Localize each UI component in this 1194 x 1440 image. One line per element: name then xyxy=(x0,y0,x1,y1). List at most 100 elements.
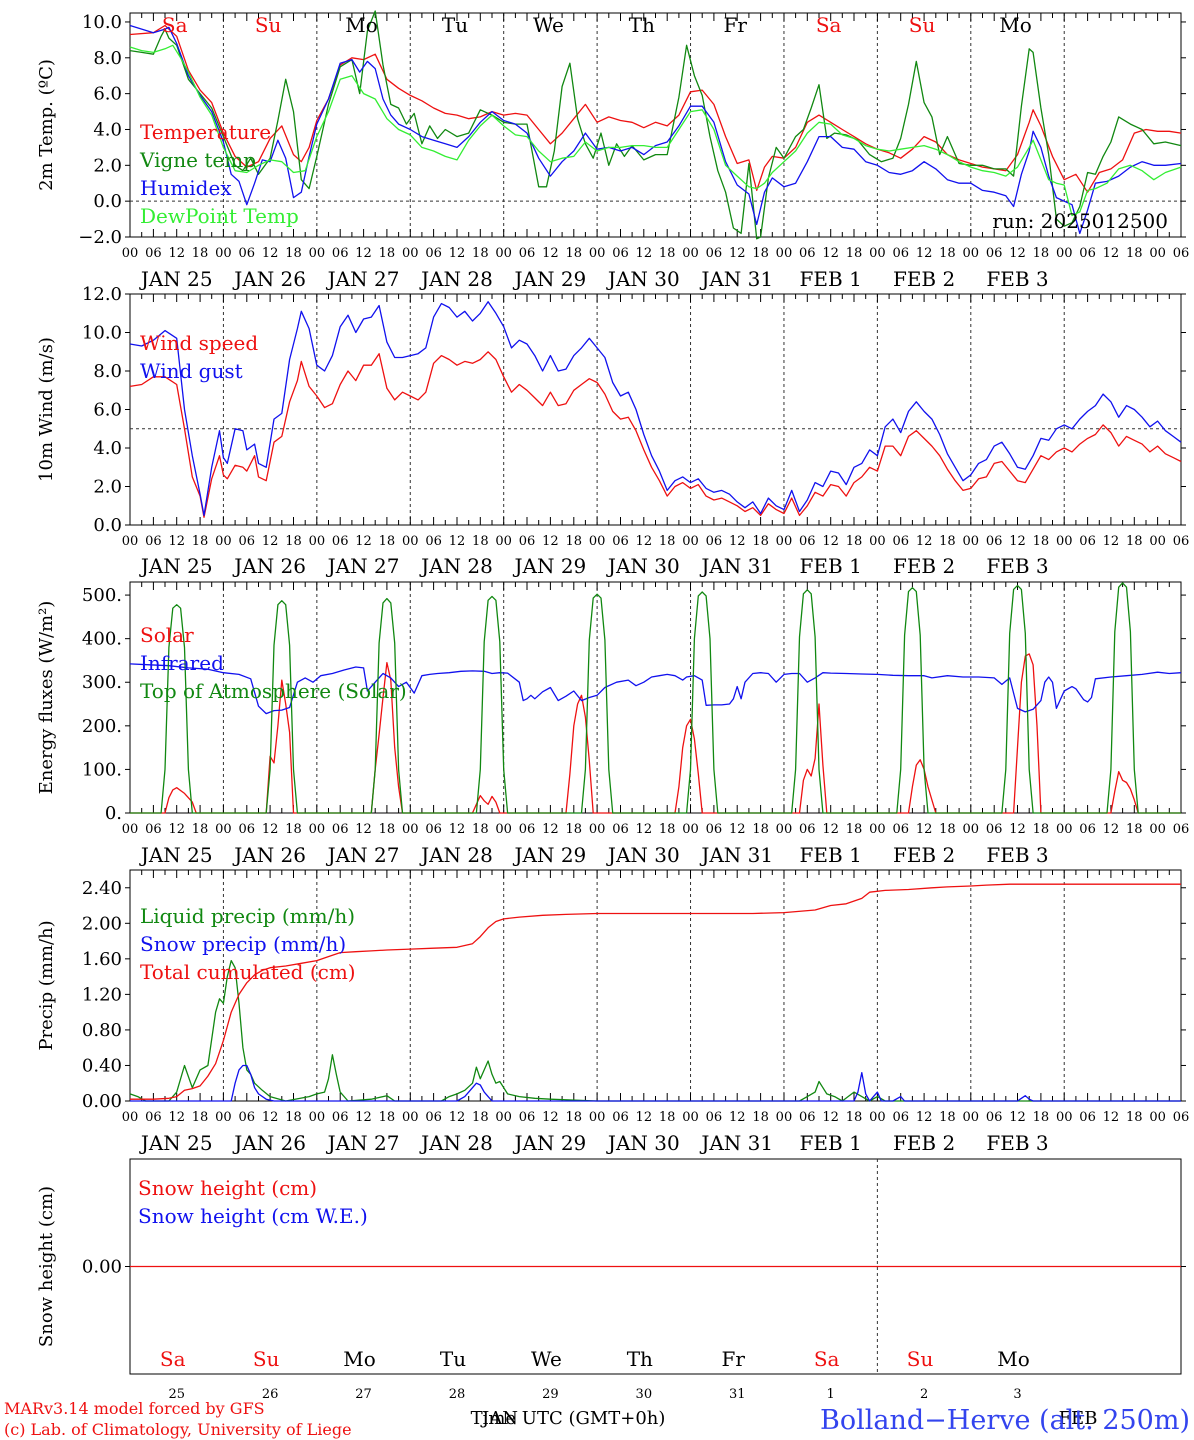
flux-x-hour-label: 00 xyxy=(776,822,793,837)
precip-x-hour-label: 12 xyxy=(822,1110,839,1125)
flux-x-hour-label: 12 xyxy=(355,822,372,837)
precip-x-hour-label: 12 xyxy=(168,1110,185,1125)
wind-x-hour-label: 12 xyxy=(1009,534,1026,549)
wind-x-hour-label: 00 xyxy=(1149,534,1166,549)
temp-x-hour-label: 18 xyxy=(285,246,302,261)
precip-x-hour-label: 00 xyxy=(402,1110,419,1125)
precip-x-hour-label: 18 xyxy=(379,1110,396,1125)
snow-y-tick-label: 0.00 xyxy=(82,1257,122,1278)
snow-x-day-number: 3 xyxy=(1013,1387,1021,1402)
temp-x-hour-label: 18 xyxy=(472,246,489,261)
flux-x-hour-label: 18 xyxy=(659,822,676,837)
wind-x-hour-label: 12 xyxy=(542,534,559,549)
flux-x-date-label: FEB 2 xyxy=(893,843,955,867)
temp-x-hour-label: 18 xyxy=(565,246,582,261)
wind-y-tick-label: 6.0 xyxy=(93,400,122,421)
flux-x-hour-label: 18 xyxy=(379,822,396,837)
snow-x-day-number: 31 xyxy=(729,1387,746,1402)
precip-x-date-label: FEB 2 xyxy=(893,1131,955,1155)
temp-series-humidex xyxy=(129,24,1182,235)
flux-x-hour-label: 18 xyxy=(472,822,489,837)
flux-x-date-label: FEB 3 xyxy=(986,843,1048,867)
flux-y-tick-label: 300. xyxy=(82,672,122,693)
precip-x-hour-label: 18 xyxy=(1033,1110,1050,1125)
flux-x-hour-label: 18 xyxy=(1033,822,1050,837)
flux-x-hour-label: 18 xyxy=(192,822,209,837)
wind-x-hour-label: 06 xyxy=(706,534,723,549)
precip-x-hour-label: 00 xyxy=(589,1110,606,1125)
weekday-label-top: Mo xyxy=(345,13,378,37)
panel-snow: 0.00 Snow height (cm) 25 26 27 28 29 30 31 1 2 3 Sno… xyxy=(36,1158,1186,1402)
wind-x-hour-label: 12 xyxy=(355,534,372,549)
temp-x-date-label: FEB 3 xyxy=(986,267,1048,291)
panel-temp: −2.0 0.0 2.0 4.0 6.0 8.0 10.0 2m Temp. (ºC) 00 06… xyxy=(36,10,1189,291)
flux-x-ticks xyxy=(129,582,1182,813)
snow-x-day-number: 2 xyxy=(920,1387,928,1402)
temp-x-hour-label: 00 xyxy=(589,246,606,261)
temp-x-hour-label: 06 xyxy=(986,246,1003,261)
wind-x-hour-label: 06 xyxy=(612,534,629,549)
flux-x-hour-label: 12 xyxy=(1103,822,1120,837)
wind-x-hour-label: 18 xyxy=(192,534,209,549)
precip-x-hour-label: 18 xyxy=(285,1110,302,1125)
precip-y-tick-label: 1.60 xyxy=(82,949,122,970)
flux-y-tick-label: 500. xyxy=(82,585,122,606)
weekday-label-top: Tu xyxy=(442,13,468,37)
flux-x-hour-label: 06 xyxy=(1079,822,1096,837)
wind-x-hour-label: 06 xyxy=(519,534,536,549)
wind-x-date-label: JAN 28 xyxy=(419,554,493,578)
temp-x-hour-label: 12 xyxy=(916,246,933,261)
precip-x-date-label: JAN 27 xyxy=(326,1131,400,1155)
temp-x-hour-label: 18 xyxy=(659,246,676,261)
precip-x-hour-label: 00 xyxy=(309,1110,326,1125)
flux-legend-solar: Solar xyxy=(140,623,194,647)
temp-x-date-label: JAN 31 xyxy=(699,267,773,291)
precip-x-hour-label: 00 xyxy=(1149,1110,1166,1125)
temp-x-hour-label: 00 xyxy=(495,246,512,261)
precip-x-hour-label: 12 xyxy=(262,1110,279,1125)
flux-x-hour-label: 06 xyxy=(332,822,349,837)
wind-x-hour-label: 12 xyxy=(449,534,466,549)
temp-x-hour-label: 00 xyxy=(122,246,139,261)
precip-x-hour-label: 00 xyxy=(122,1110,139,1125)
precip-x-hour-label: 06 xyxy=(892,1110,909,1125)
flux-x-date-label: JAN 25 xyxy=(139,843,213,867)
snow-legend-snow-height-cm-w-e: Snow height (cm W.E.) xyxy=(138,1204,368,1228)
wind-x-hour-label: 18 xyxy=(939,534,956,549)
temp-x-date-label: JAN 30 xyxy=(606,267,680,291)
flux-x-hour-label: 00 xyxy=(122,822,139,837)
temp-legend-humidex: Humidex xyxy=(140,176,232,200)
flux-series-top-of-atmosphere-solar xyxy=(130,582,1181,814)
precip-x-date-label: JAN 26 xyxy=(232,1131,306,1155)
wind-x-date-label: FEB 3 xyxy=(986,554,1048,578)
temp-y-tick-label: 2.0 xyxy=(93,155,122,176)
weekday-label-top: Mo xyxy=(999,13,1032,37)
wind-x-hour-label: 06 xyxy=(425,534,442,549)
panel-flux: 0. 100. 200. 300. 400. 500. Energy fluxes (W/m… xyxy=(36,581,1189,867)
precip-x-ticks xyxy=(129,870,1182,1101)
temp-y-tick-label: 0.0 xyxy=(93,191,122,212)
wind-x-hour-label: 00 xyxy=(776,534,793,549)
wind-x-hour-label: 12 xyxy=(636,534,653,549)
temp-x-hour-label: 12 xyxy=(262,246,279,261)
flux-x-hour-label: 06 xyxy=(706,822,723,837)
snow-x-day-number: 30 xyxy=(636,1387,653,1402)
flux-x-hour-label: 18 xyxy=(285,822,302,837)
weekday-label-top: Sa xyxy=(816,13,842,37)
flux-y-tick-label: 100. xyxy=(82,759,122,780)
flux-y-tick-label: 400. xyxy=(82,629,122,650)
weekday-label-top: Su xyxy=(909,13,936,37)
temp-x-hour-label: 12 xyxy=(729,246,746,261)
wind-y-tick-label: 4.0 xyxy=(93,438,122,459)
temp-x-hour-label: 00 xyxy=(309,246,326,261)
flux-x-hour-label: 06 xyxy=(519,822,536,837)
temp-x-hour-label: 00 xyxy=(682,246,699,261)
flux-x-date-label: JAN 26 xyxy=(232,843,306,867)
temp-x-date-label: JAN 29 xyxy=(513,267,587,291)
flux-legend-top-of-atmosphere-solar: Top of Atmosphere (Solar) xyxy=(140,679,407,703)
weekday-label-bottom: Th xyxy=(627,1347,653,1371)
flux-x-date-label: JAN 28 xyxy=(419,843,493,867)
temp-series-temperature xyxy=(129,24,1182,193)
snow-x-day-number: 28 xyxy=(449,1387,466,1402)
precip-y-tick-label: 0.40 xyxy=(82,1055,122,1076)
